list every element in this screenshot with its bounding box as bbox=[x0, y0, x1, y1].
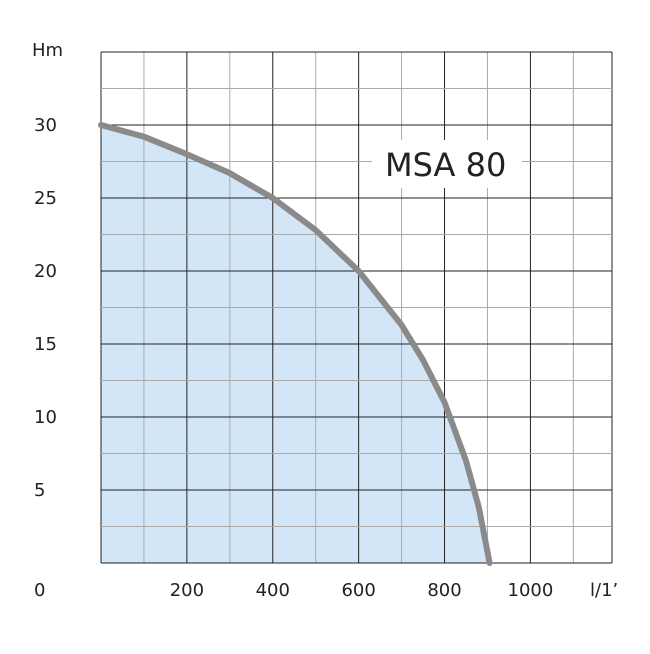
x-tick-label: 400 bbox=[256, 580, 290, 601]
y-tick-label: 15 bbox=[34, 334, 57, 355]
y-tick-label: 30 bbox=[34, 115, 57, 136]
title-background bbox=[372, 140, 522, 188]
y-axis-label: Hm bbox=[32, 40, 63, 61]
chart-title: MSA 80 bbox=[385, 146, 506, 184]
x-axis-label: l/1’ bbox=[590, 580, 618, 601]
x-tick-label: 800 bbox=[427, 580, 461, 601]
y-tick-label: 5 bbox=[34, 480, 45, 501]
curve-line bbox=[98, 122, 493, 566]
y-tick-label: 20 bbox=[34, 261, 57, 282]
x-tick-label: 600 bbox=[341, 580, 375, 601]
y-tick-label: 10 bbox=[34, 407, 57, 428]
x-tick-label: 200 bbox=[170, 580, 204, 601]
x-tick-label: 1000 bbox=[508, 580, 554, 601]
y-tick-label: 0 bbox=[34, 580, 45, 601]
y-tick-label: 25 bbox=[34, 188, 57, 209]
